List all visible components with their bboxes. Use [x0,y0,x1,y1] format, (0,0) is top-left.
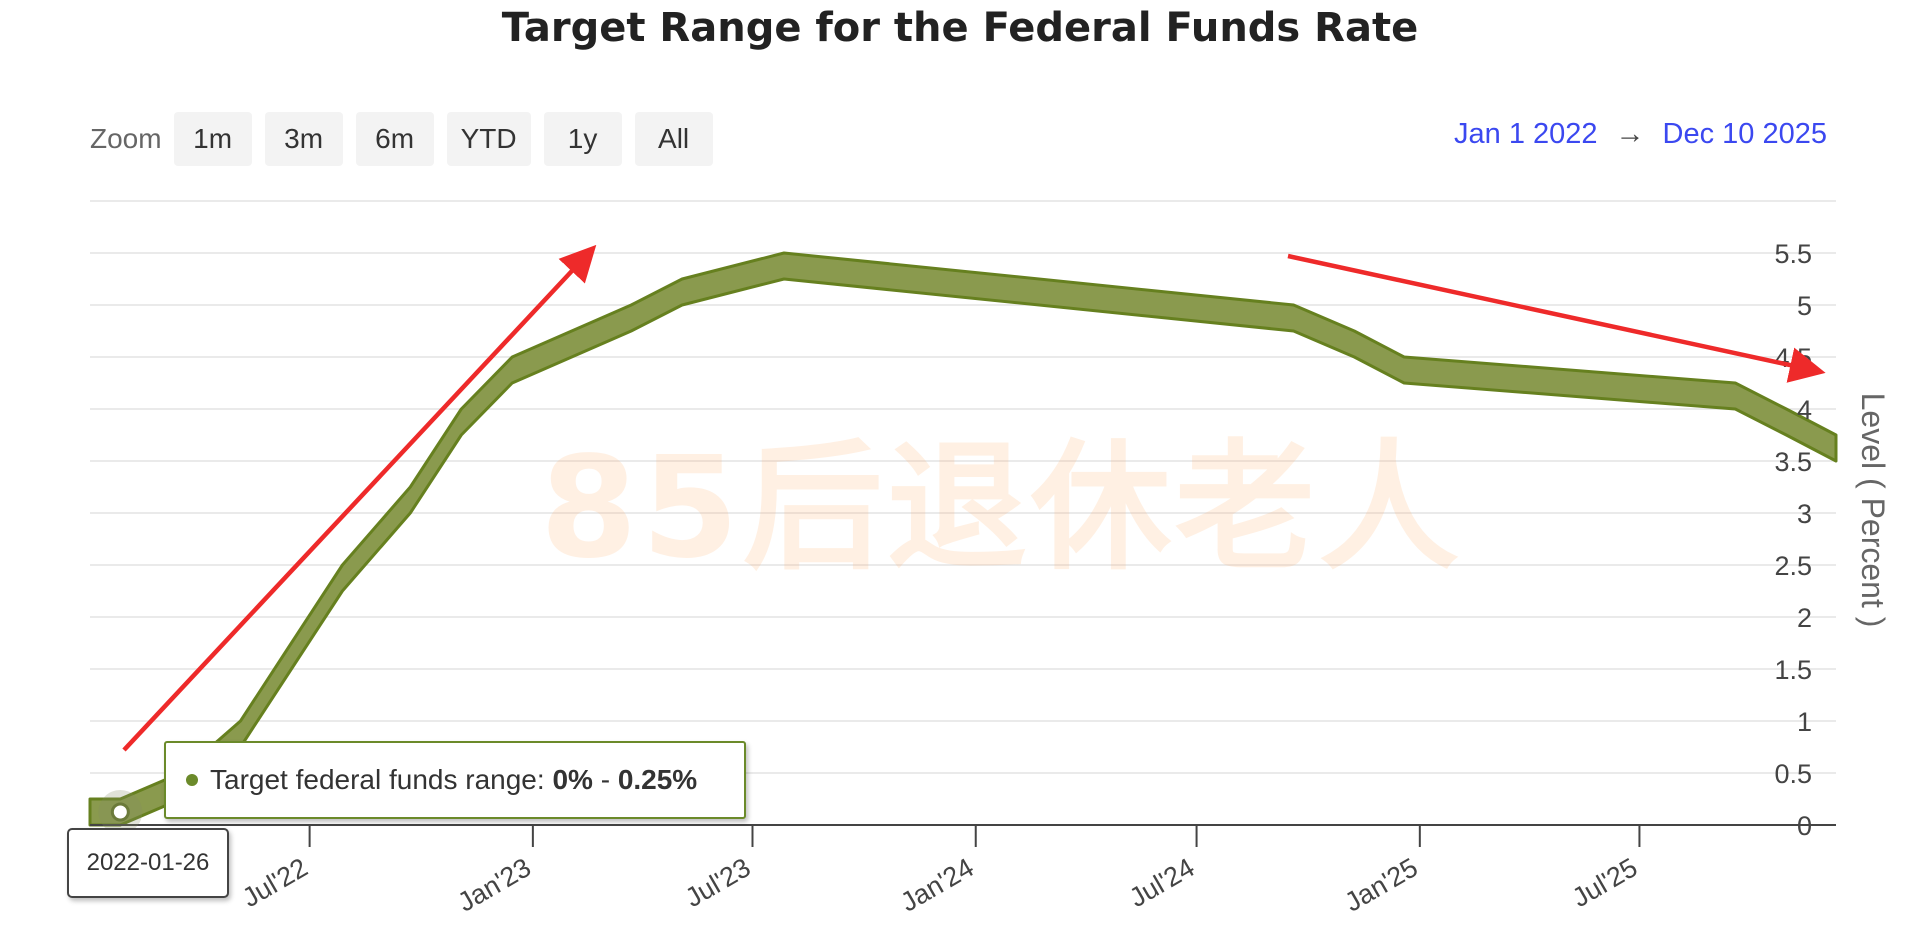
tooltip-low: 0% [552,764,593,795]
x-tick-label: Jul'22 [237,852,312,913]
zoom-label: Zoom [90,123,162,154]
x-tick-label: Jul'25 [1567,852,1642,913]
x-tick-label: Jan'24 [896,852,979,917]
series-dot-icon [186,774,198,786]
y-axis-title: Level ( Percent ) [1855,393,1891,628]
y-tick-label: 5.5 [1774,239,1812,269]
range-from-input[interactable]: Jan 1 2022 [1454,118,1598,150]
chart-title: Target Range for the Federal Funds Rate [501,5,1419,51]
y-tick-label: 5 [1797,291,1812,321]
tooltip-date-flag: 2022-01-26 [67,828,229,898]
y-tick-label: 1 [1797,707,1812,737]
tooltip-sep: - [600,764,611,795]
y-tick-label: 4 [1797,395,1812,425]
tooltip-series-label: Target federal funds range: [210,764,545,795]
y-tick-label: 1.5 [1774,655,1812,685]
x-tick-label: Jan'25 [1340,852,1423,917]
range-band-series [88,251,1838,827]
y-tick-label: 0.5 [1774,759,1812,789]
zoom-6m-button[interactable]: 6m [355,112,434,166]
y-tick-label: 2.5 [1774,551,1812,581]
zoom-bar: Zoom 1m 3m 6m YTD 1y All [90,111,726,167]
x-tick-label: Jul'24 [1124,852,1199,913]
y-tick-label: 2 [1797,603,1812,633]
tooltip: Target federal funds range: 0% - 0.25% [164,741,746,819]
date-range: Jan 1 2022 → Dec 10 2025 [1454,118,1827,151]
highlight-marker [110,802,130,822]
y-tick-label: 3.5 [1774,447,1812,477]
trend-arrow-up [122,244,597,752]
x-tick-label: Jan'23 [453,852,536,917]
y-tick-label: 3 [1797,499,1812,529]
range-to-input[interactable]: Dec 10 2025 [1662,118,1827,150]
zoom-1m-button[interactable]: 1m [173,112,252,166]
x-tick-label: Jul'23 [680,852,755,913]
zoom-ytd-button[interactable]: YTD [446,112,531,166]
tooltip-high: 0.25% [617,764,698,795]
zoom-1y-button[interactable]: 1y [543,112,622,166]
zoom-3m-button[interactable]: 3m [264,112,343,166]
zoom-all-button[interactable]: All [634,112,713,166]
range-arrow: → [1615,118,1645,150]
trend-arrow-down [1287,253,1826,383]
